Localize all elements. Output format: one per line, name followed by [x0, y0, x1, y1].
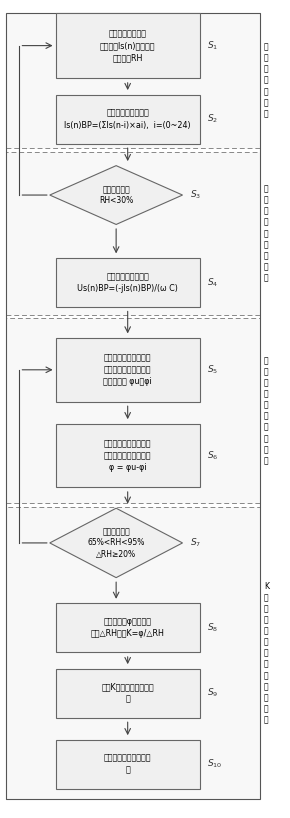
- Text: $S_8$: $S_8$: [207, 622, 218, 634]
- Text: 对泄漏电流带通滤波
Is(n)BP=(ΣIs(n-i)×ai),  i=(0~24): 对泄漏电流带通滤波 Is(n)BP=(ΣIs(n-i)×ai), i=(0~24…: [64, 109, 191, 129]
- Text: 推导出电压基波分量
Us(n)BP=(-jIs(n)BP)/(ω C): 推导出电压基波分量 Us(n)BP=(-jIs(n)BP)/(ω C): [77, 272, 178, 293]
- Text: $S_7$: $S_7$: [190, 537, 201, 549]
- FancyBboxPatch shape: [55, 668, 200, 717]
- FancyBboxPatch shape: [55, 338, 200, 402]
- Text: 计算不同相对湿度下电
压和泄漏电流的相位差
φ = φu-φi: 计算不同相对湿度下电 压和泄漏电流的相位差 φ = φu-φi: [104, 439, 151, 472]
- FancyBboxPatch shape: [6, 318, 260, 503]
- FancyBboxPatch shape: [55, 739, 200, 789]
- Text: $S_1$: $S_1$: [207, 39, 218, 52]
- Polygon shape: [50, 166, 182, 224]
- Text: $S_3$: $S_3$: [190, 189, 201, 201]
- Text: 电
压
基
波
分
量
的
推
导: 电 压 基 波 分 量 的 推 导: [264, 185, 269, 282]
- Text: 相对湿度验证
65%<RH<95%
△RH≥20%: 相对湿度验证 65%<RH<95% △RH≥20%: [88, 528, 145, 559]
- Text: 根据相位差φ和相对湿
度差△RH计算K=φ/△RH: 根据相位差φ和相对湿 度差△RH计算K=φ/△RH: [91, 618, 165, 638]
- FancyBboxPatch shape: [55, 95, 200, 144]
- Polygon shape: [50, 508, 182, 578]
- FancyBboxPatch shape: [55, 604, 200, 652]
- Text: 获得绝缘子表面污秽等
级: 获得绝缘子表面污秽等 级: [104, 754, 151, 775]
- Text: K
值
的
计
算
和
污
秽
等
级
的
获
取: K 值 的 计 算 和 污 秽 等 级 的 获 取: [264, 582, 269, 724]
- FancyBboxPatch shape: [6, 152, 260, 315]
- FancyBboxPatch shape: [6, 507, 260, 799]
- Text: $S_4$: $S_4$: [207, 276, 218, 289]
- Text: 数
据
采
集
和
处
理: 数 据 采 集 和 处 理: [264, 43, 269, 118]
- Text: $S_5$: $S_5$: [207, 363, 218, 376]
- Text: $S_6$: $S_6$: [207, 449, 218, 462]
- Text: 相对湿度验证
RH<30%: 相对湿度验证 RH<30%: [99, 185, 133, 205]
- FancyBboxPatch shape: [55, 424, 200, 488]
- Text: $S_9$: $S_9$: [207, 687, 218, 699]
- Text: 查询K值与污秽等级的表
格: 查询K值与污秽等级的表 格: [102, 683, 154, 703]
- Text: 监测装置同步采集
泄漏电流Is(n)和环境的
相对湿度RH: 监测装置同步采集 泄漏电流Is(n)和环境的 相对湿度RH: [100, 29, 155, 62]
- Text: $S_2$: $S_2$: [207, 113, 218, 125]
- Text: 提取不同相对湿度下相
同时刻电压和泄漏电流
的相位信息 φu和φi: 提取不同相对湿度下相 同时刻电压和泄漏电流 的相位信息 φu和φi: [103, 353, 152, 386]
- Text: 泄
漏
电
流
相
位
差
的
计
算: 泄 漏 电 流 相 位 差 的 计 算: [264, 356, 269, 465]
- Text: $S_{10}$: $S_{10}$: [207, 758, 222, 771]
- FancyBboxPatch shape: [55, 13, 200, 79]
- FancyBboxPatch shape: [55, 258, 200, 307]
- FancyBboxPatch shape: [6, 13, 260, 148]
